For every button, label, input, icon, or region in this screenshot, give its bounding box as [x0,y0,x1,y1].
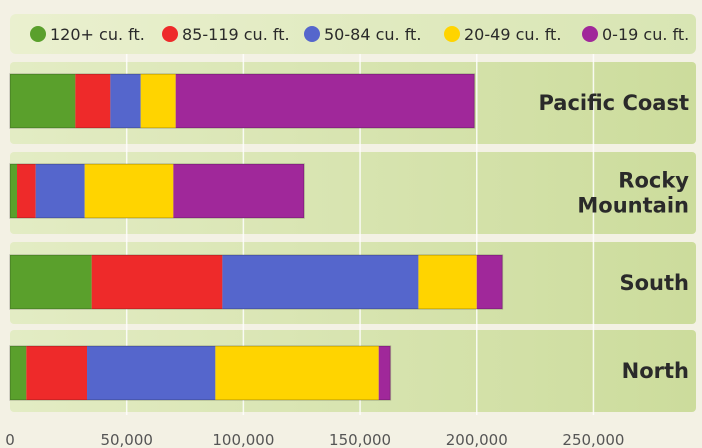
bar-segment-rocky-mountain-85-119-cu-ft [17,164,36,218]
bar-outline [9,73,476,129]
bar-segment-pacific-coast-50-84-cu-ft [110,74,141,128]
bar-segment-south-120-cu-ft [10,255,92,309]
bar-segment-pacific-coast-85-119-cu-ft [75,74,111,128]
legend: 120+ cu. ft. 85-119 cu. ft. 50-84 cu. ft. 2… [10,14,696,54]
x-tick-label: 150,000 [329,431,391,448]
bar-outline [9,163,305,219]
bar-segment-south-20-49-cu-ft [418,255,477,309]
legend-item-120-cu-ft: 120+ cu. ft. [30,25,145,44]
category-label: Rocky Mountain [577,169,689,218]
bar-outline [9,345,392,401]
category-label: North [622,359,689,383]
legend-swatch [582,26,598,42]
legend-swatch [304,26,320,42]
x-tick-label: 200,000 [446,431,508,448]
bar-segment-pacific-coast-20-49-cu-ft [140,74,176,128]
bar-segment-north-0-19-cu-ft [378,346,391,400]
category-label: South [620,271,690,295]
legend-label: 20-49 cu. ft. [464,25,561,44]
x-tick-label: 250,000 [562,431,624,448]
bar-segment-south-50-84-cu-ft [222,255,419,309]
bar-segment-rocky-mountain-120-cu-ft [10,164,18,218]
legend-swatch [30,26,46,42]
legend-item-0-19-cu-ft: 0-19 cu. ft. [582,25,689,44]
legend-swatch [444,26,460,42]
legend-background [10,14,696,54]
bar-segment-rocky-mountain-50-84-cu-ft [35,164,85,218]
legend-label: 120+ cu. ft. [50,25,145,44]
legend-item-20-49-cu-ft: 20-49 cu. ft. [444,25,561,44]
bar-segment-north-120-cu-ft [10,346,27,400]
bar-segment-rocky-mountain-20-49-cu-ft [84,164,174,218]
bar-segment-south-85-119-cu-ft [91,255,223,309]
x-tick-label: 50,000 [100,431,153,448]
bar-segment-north-20-49-cu-ft [215,346,379,400]
bar-segment-north-50-84-cu-ft [87,346,216,400]
bar-segment-south-0-19-cu-ft [476,255,503,309]
bars [9,73,504,401]
legend-label: 85-119 cu. ft. [182,25,290,44]
x-tick-label: 100,000 [212,431,274,448]
legend-item-85-119-cu-ft: 85-119 cu. ft. [162,25,290,44]
bar-segment-rocky-mountain-0-19-cu-ft [173,164,305,218]
legend-label: 50-84 cu. ft. [324,25,421,44]
legend-label: 0-19 cu. ft. [602,25,689,44]
bar-segment-pacific-coast-120-cu-ft [10,74,76,128]
category-labels: Pacific Coast Rocky Mountain South North [538,91,689,383]
x-axis-ticks: 0 50,000 100,000 150,000 200,000 250,000 [5,431,624,448]
bar-segment-north-85-119-cu-ft [26,346,88,400]
legend-item-50-84-cu-ft: 50-84 cu. ft. [304,25,421,44]
bar-segment-pacific-coast-0-19-cu-ft [175,74,475,128]
legend-swatch [162,26,178,42]
x-tick-label: 0 [5,431,15,448]
bar-outline [9,254,504,310]
category-label: Pacific Coast [538,91,689,115]
